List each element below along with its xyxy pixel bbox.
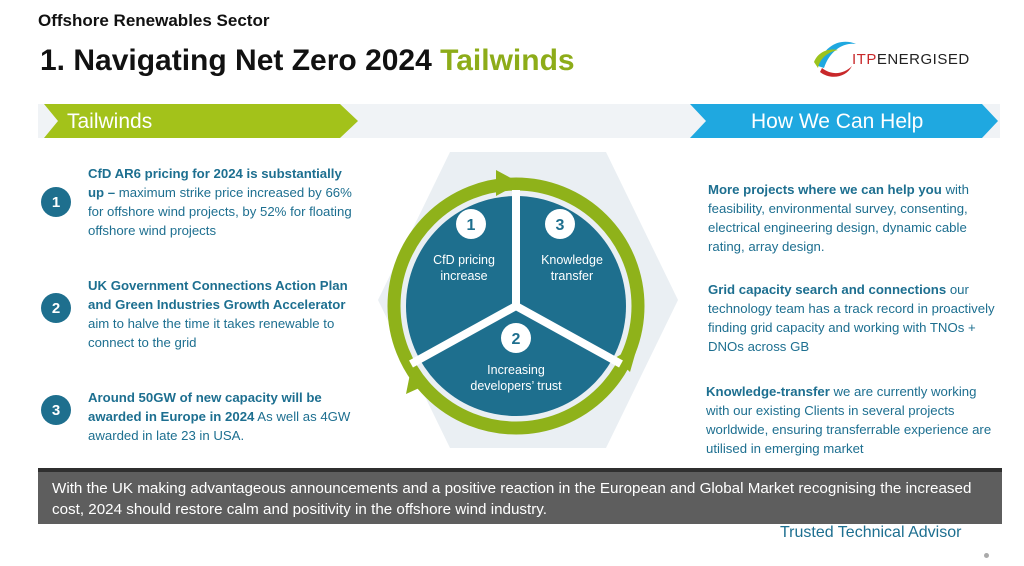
tailwind-number-3: 3 [41, 395, 71, 425]
cycle-diagram: 1 3 2 CfD pricing increase Knowledge tra… [378, 152, 678, 448]
help-item-3: Knowledge-transfer we are currently work… [706, 384, 992, 456]
help-item-1: More projects where we can help you with… [708, 182, 969, 254]
page-indicator-dot [984, 553, 989, 558]
segment-3-line1: Knowledge [541, 253, 603, 267]
logo-left: ITP [852, 51, 877, 68]
company-logo-icon [814, 41, 856, 77]
footer-text: With the UK making advantageous announce… [52, 480, 972, 518]
tailwinds-heading: Tailwinds [67, 110, 153, 133]
tailwind-number-2: 2 [41, 293, 71, 323]
page-title: 1. Navigating Net Zero 2024 Tailwinds [40, 44, 575, 78]
tailwind-number-1: 1 [41, 187, 71, 217]
segment-2-line1: Increasing [487, 363, 545, 377]
logo-right: ENERGISED [876, 51, 970, 68]
segment-3-number: 3 [556, 217, 565, 234]
logo-text: ITPENERGISED [852, 51, 970, 68]
sector-label: Offshore Renewables Sector [38, 11, 270, 30]
trusted-advisor-tagline: Trusted Technical Advisor [780, 524, 962, 541]
segment-number-circle [456, 209, 486, 239]
tailwind-item-3: Around 50GW of new capacity will be awar… [88, 390, 351, 443]
tailwind-item-1: CfD AR6 pricing for 2024 is substantiall… [88, 166, 352, 238]
section-banner [38, 104, 1000, 138]
segment-1-line1: CfD pricing [433, 253, 495, 267]
help-item-2: Grid capacity search and connections our… [708, 282, 995, 354]
segment-1-number: 1 [467, 217, 476, 234]
cycle-arrowhead [615, 344, 638, 372]
segment-2-number: 2 [512, 331, 521, 348]
cycle-arrowhead [406, 364, 428, 394]
segment-number-circle [501, 323, 531, 353]
tailwind-item-2: UK Government Connections Action Plan an… [88, 278, 348, 350]
cycle-arrowhead [496, 170, 520, 196]
segment-number-circle [545, 209, 575, 239]
segment-2-line2: developers’ trust [470, 379, 562, 393]
title-accent: Tailwinds [440, 44, 575, 77]
segment-3-line2: transfer [551, 269, 593, 283]
footer-bar [38, 468, 1002, 524]
how-we-can-help-heading: How We Can Help [751, 110, 924, 133]
segment-1-line2: increase [440, 269, 487, 283]
title-main: 1. Navigating Net Zero 2024 [40, 44, 441, 77]
